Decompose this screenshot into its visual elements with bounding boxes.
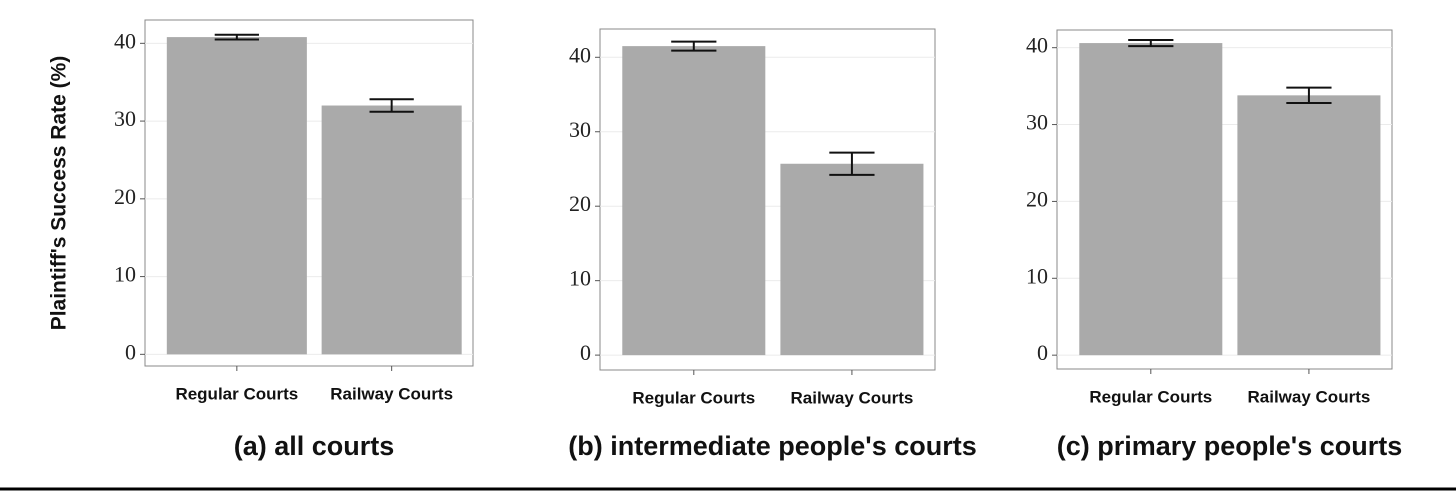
bar <box>780 163 924 356</box>
chart-caption: (a) all courts <box>234 431 395 461</box>
error-bar <box>1128 38 1174 48</box>
bar <box>622 46 766 356</box>
error-bar <box>829 151 875 176</box>
y-tick-label: 20 <box>1026 186 1048 211</box>
error-bar <box>1286 86 1332 105</box>
chart-caption: (b) intermediate people's courts <box>568 431 977 461</box>
bar <box>321 105 462 355</box>
x-tick-label: Regular Courts <box>632 388 755 407</box>
x-tick-label: Regular Courts <box>1089 387 1212 406</box>
y-tick-label: 20 <box>569 191 591 216</box>
error-bar <box>671 40 717 52</box>
x-tick-label: Regular Courts <box>175 384 298 403</box>
error-bar <box>369 98 414 113</box>
y-tick-label: 40 <box>569 42 591 67</box>
y-tick-label: 30 <box>569 117 591 142</box>
y-tick-label: 0 <box>1037 340 1048 365</box>
x-tick-label: Railway Courts <box>1248 387 1371 406</box>
bar <box>1237 95 1381 356</box>
y-tick-label: 30 <box>1026 110 1048 135</box>
y-tick-label: 20 <box>114 184 136 209</box>
bar <box>166 37 307 355</box>
x-tick-label: Railway Courts <box>791 388 914 407</box>
error-bar <box>214 33 259 41</box>
y-tick-label: 40 <box>114 28 136 53</box>
y-tick-label: 30 <box>114 106 136 131</box>
y-tick-label: 0 <box>125 339 136 364</box>
y-tick-label: 40 <box>1026 33 1048 58</box>
bar <box>1079 43 1223 356</box>
y-tick-label: 10 <box>569 266 591 291</box>
y-tick-label: 10 <box>1026 263 1048 288</box>
x-tick-label: Railway Courts <box>330 384 453 403</box>
y-tick-label: 0 <box>580 340 591 365</box>
y-axis-label: Plaintiff's Success Rate (%) <box>48 56 71 331</box>
y-tick-label: 10 <box>114 262 136 287</box>
chart-caption: (c) primary people's courts <box>1057 431 1403 461</box>
